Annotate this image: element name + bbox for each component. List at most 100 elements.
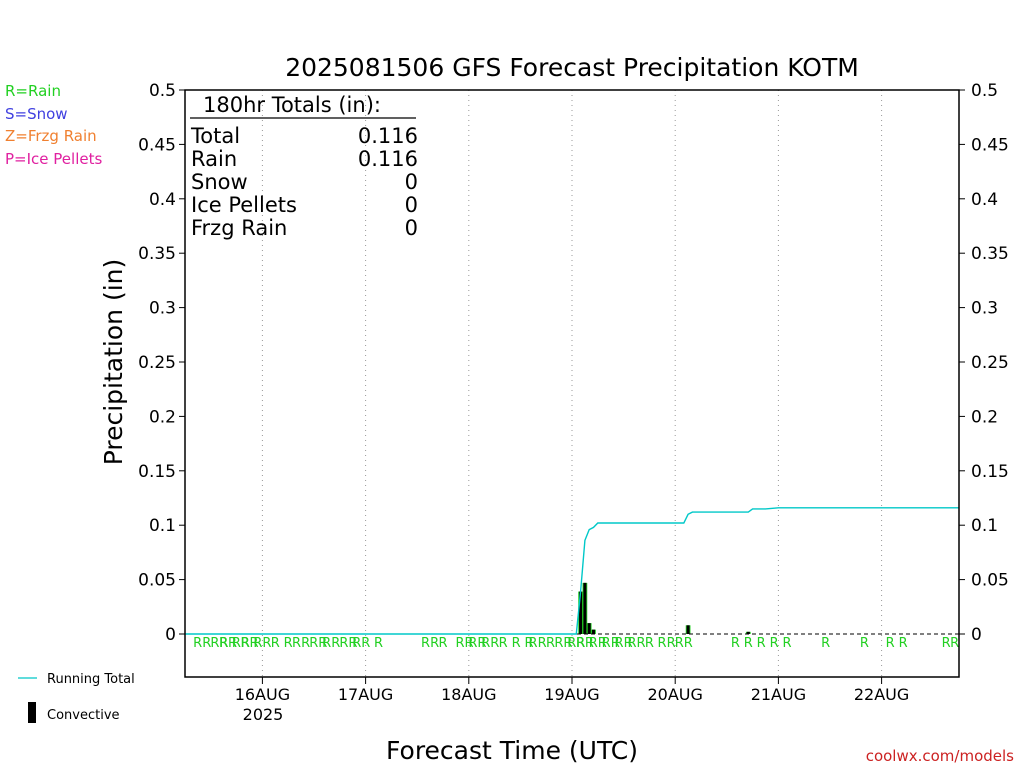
ptype-label: RR xyxy=(529,636,547,651)
y-tick-label-left: 0 xyxy=(165,625,176,645)
legend-frzg-rain: Z=Frzg Rain xyxy=(5,127,97,145)
x-tick-label: 16AUG xyxy=(235,685,290,704)
y-tick-label-right: 0.05 xyxy=(971,571,1009,591)
y-tick-label-right: 0 xyxy=(971,625,982,645)
x-tick-label: 18AUG xyxy=(441,685,496,704)
legend-rain: R=Rain xyxy=(5,82,61,100)
ptype-label: RR xyxy=(658,636,676,651)
ptype-label: R xyxy=(374,636,383,651)
totals-box: 180hr Totals (in): Total 0.116 Rain 0.11… xyxy=(190,93,418,240)
totals-label-frzg-rain: Frzg Rain xyxy=(191,216,287,240)
ptype-label: R xyxy=(886,636,895,651)
precip-bars xyxy=(578,582,751,634)
ptype-label: RR xyxy=(253,636,271,651)
y-tick-label-right: 0.1 xyxy=(971,516,998,536)
x-tick-label: 19AUG xyxy=(544,685,599,704)
ptype-label: R xyxy=(821,636,830,651)
convective-bar xyxy=(591,629,596,634)
y-tick-label-left: 0.3 xyxy=(149,299,176,319)
y-tick-label-left: 0.15 xyxy=(138,462,176,482)
totals-value-ice-pellets: 0 xyxy=(405,193,418,217)
y-tick-label-left: 0.2 xyxy=(149,407,176,427)
ptype-label: R xyxy=(942,636,951,651)
ptype-label: RR xyxy=(554,636,572,651)
ptype-label: R xyxy=(524,636,533,651)
totals-value-total: 0.116 xyxy=(358,124,418,148)
y-tick-label-left: 0.1 xyxy=(149,516,176,536)
y-axis-label: Precipitation (in) xyxy=(99,259,128,466)
y-tick-label-right: 0.25 xyxy=(971,353,1009,373)
ptype-label: RR xyxy=(322,636,340,651)
x-ticks: 16AUG 17AUG 18AUG 19AUG 20AUG 21AUG 22AUG xyxy=(235,677,909,704)
y-tick-label-right: 0.5 xyxy=(971,81,998,101)
x-tick-label: 17AUG xyxy=(338,685,393,704)
y-tick-label-right: 0.15 xyxy=(971,462,1009,482)
ptype-label: RR xyxy=(567,636,585,651)
y-tick-label-right: 0.4 xyxy=(971,190,998,210)
y-tick-label-left: 0.5 xyxy=(149,81,176,101)
ptype-label: R xyxy=(770,636,779,651)
ptype-label: RR xyxy=(421,636,439,651)
y-tick-label-left: 0.45 xyxy=(138,135,176,155)
ptype-label: RR xyxy=(309,636,327,651)
convective-legend-label: Convective xyxy=(47,708,120,723)
ptype-label: R xyxy=(731,636,740,651)
totals-value-snow: 0 xyxy=(405,170,418,194)
ptype-label: RR xyxy=(468,636,486,651)
legend-ice-pellets: P=Ice Pellets xyxy=(5,150,102,168)
x-axis-label: Forecast Time (UTC) xyxy=(386,736,638,765)
ptype-label: RR xyxy=(627,636,645,651)
y-ticks-left: 0 0.05 0.1 0.15 0.2 0.25 0.3 0.35 0.4 0.45 0.5 xyxy=(138,81,185,645)
ptype-label: RR xyxy=(339,636,357,651)
ptype-label: RR xyxy=(602,636,620,651)
x-tick-label: 20AUG xyxy=(647,685,702,704)
ptype-label: RR xyxy=(292,636,310,651)
ptype-label: R xyxy=(645,636,654,651)
ptype-label: R xyxy=(499,636,508,651)
y-tick-label-left: 0.25 xyxy=(138,353,176,373)
convective-bar xyxy=(583,582,587,634)
convective-bar xyxy=(746,631,750,634)
ptype-label: R xyxy=(271,636,280,651)
x-tick-label: 21AUG xyxy=(751,685,806,704)
year-label: 2025 xyxy=(243,705,284,724)
credit-text: coolwx.com/models xyxy=(866,747,1014,765)
y-tick-label-left: 0.4 xyxy=(149,190,176,210)
ptype-label: RR xyxy=(232,636,250,651)
running-total-line xyxy=(185,507,959,635)
ptype-label: R xyxy=(757,636,766,651)
ptype-label: RR xyxy=(240,636,258,651)
running-total-legend-label: Running Total xyxy=(47,672,135,687)
totals-label-ice-pellets: Ice Pellets xyxy=(191,193,297,217)
totals-value-frzg-rain: 0 xyxy=(405,216,418,240)
y-tick-label-left: 0.35 xyxy=(138,244,176,264)
convective-bar xyxy=(579,591,583,634)
y-tick-label-right: 0.35 xyxy=(971,244,1009,264)
y-tick-label-right: 0.3 xyxy=(971,299,998,319)
ptype-label: RR xyxy=(455,636,473,651)
legend-snow: S=Snow xyxy=(5,105,68,123)
ptype-label: R xyxy=(744,636,753,651)
ptype-label: R xyxy=(950,636,959,651)
chart-title: 2025081506 GFS Forecast Precipitation KO… xyxy=(285,53,859,82)
totals-label-rain: Rain xyxy=(191,147,237,171)
grid-lines xyxy=(261,90,883,677)
totals-label-snow: Snow xyxy=(191,170,248,194)
y-ticks-right: 0 0.05 0.1 0.15 0.2 0.25 0.3 0.35 0.4 0.45 0.5 xyxy=(959,81,1009,645)
convective-bars xyxy=(579,582,750,634)
ptype-label: RR xyxy=(219,636,237,651)
ptype-label: R xyxy=(438,636,447,651)
ptype-label: R xyxy=(782,636,791,651)
ptype-label: R xyxy=(546,636,555,651)
y-tick-label-right: 0.45 xyxy=(971,135,1009,155)
ptype-label: RR xyxy=(193,636,211,651)
ptype-label: RR xyxy=(210,636,228,651)
series-legend: Running Total Convective xyxy=(18,672,135,723)
ptype-label: RR xyxy=(675,636,693,651)
x-tick-label: 22AUG xyxy=(854,685,909,704)
ptype-label: RR xyxy=(352,636,370,651)
running-total-series xyxy=(185,507,959,635)
ptype-label: R xyxy=(899,636,908,651)
